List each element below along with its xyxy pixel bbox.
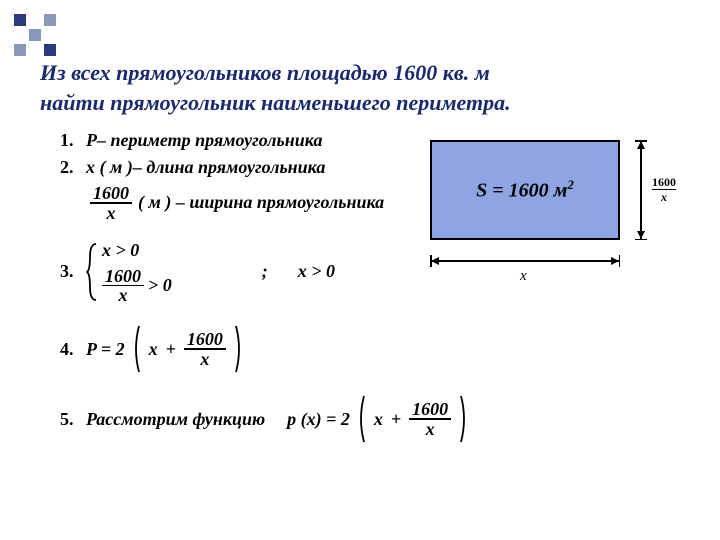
step-2: 2. х ( м ) – длина прямоугольника — [60, 157, 440, 178]
paren-left-icon — [131, 324, 141, 374]
step-2b-text: ( м ) – ширина прямоугольника — [138, 192, 384, 213]
step-number: 4. — [60, 339, 86, 360]
solution-steps: 1. Р – периметр прямоугольника 2. х ( м … — [60, 130, 440, 450]
title-line-1: Из всех прямоугольников площадью 1600 кв… — [40, 60, 490, 85]
inequality-1: x > 0 — [102, 240, 172, 261]
rectangle-diagram: S = 1600 м2 x 1600 x — [430, 140, 690, 310]
area-formula: S = 1600 м2 — [476, 177, 574, 203]
dimension-x — [430, 255, 620, 267]
term-x: x — [374, 409, 383, 430]
inequality-2: 1600 x > 0 — [102, 267, 172, 305]
fraction-term: 1600 x — [409, 400, 451, 438]
title-line-2: найти прямоугольник наименьшего периметр… — [40, 90, 511, 115]
step-1-text: – периметр прямоугольника — [97, 130, 322, 151]
step-2-text: – длина прямоугольника — [133, 157, 326, 178]
paren-right-icon — [234, 324, 244, 374]
step-3: 3. x > 0 1600 x > 0 ; x > 0 — [60, 240, 440, 305]
dimension-y — [635, 140, 647, 240]
step-5-text: Рассмотрим функцию — [86, 409, 265, 430]
step-number: 2. — [60, 157, 86, 178]
step-5: 5. Рассмотрим функцию p (x) = 2 x + 1600… — [60, 394, 620, 444]
step-1: 1. Р – периметр прямоугольника — [60, 130, 440, 151]
dimension-y-label: 1600 x — [652, 176, 676, 203]
function-lhs: p (x) = 2 — [287, 409, 350, 430]
paren-left-icon — [356, 394, 366, 444]
step-2b: 1600 x ( м ) – ширина прямоугольника — [90, 184, 440, 222]
step-number: 1. — [60, 130, 86, 151]
plus-sign: + — [391, 409, 401, 430]
inequality-system: x > 0 1600 x > 0 — [86, 240, 172, 305]
fraction-term: 1600 x — [184, 330, 226, 368]
problem-title: Из всех прямоугольников площадью 1600 кв… — [40, 58, 680, 117]
corner-decoration — [14, 14, 56, 56]
constraint-result: x > 0 — [298, 261, 335, 282]
plus-sign: + — [166, 339, 176, 360]
step-4: 4. P = 2 x + 1600 x — [60, 324, 440, 374]
variable-p: Р — [86, 130, 97, 151]
fraction-1600-x: 1600 x — [90, 184, 132, 222]
variable-x: х ( м ) — [86, 157, 133, 178]
paren-right-icon — [459, 394, 469, 444]
semicolon: ; — [262, 261, 268, 282]
rectangle-shape: S = 1600 м2 — [430, 140, 620, 240]
brace-icon — [86, 242, 98, 302]
term-x: x — [149, 339, 158, 360]
step-number: 3. — [60, 261, 86, 282]
step-number: 5. — [60, 409, 86, 430]
dimension-x-label: x — [520, 268, 527, 285]
perimeter-lhs: P = 2 — [86, 339, 125, 360]
